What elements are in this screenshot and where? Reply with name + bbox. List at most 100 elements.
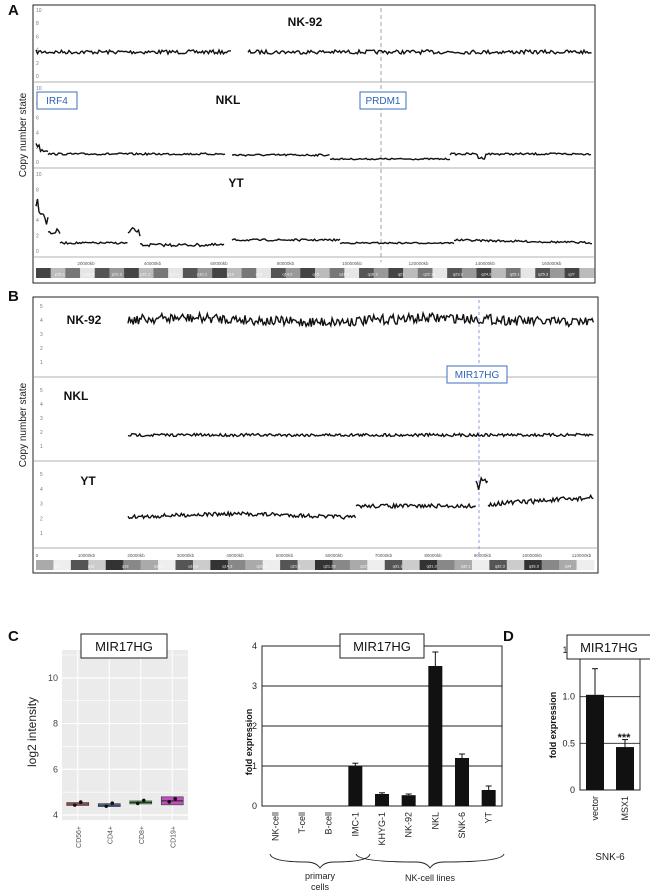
nk-cell-lines-label: NK-cell lines <box>405 873 456 883</box>
band-label: q13 <box>256 272 263 277</box>
x-tick-label: 40000kb <box>144 261 162 266</box>
ideogram-band <box>315 560 333 570</box>
y-tick-label: 3 <box>40 332 43 338</box>
band-label: q13 <box>122 564 129 569</box>
x-tick-label: 70000kb <box>375 553 393 558</box>
band-label: q34 <box>565 564 572 569</box>
ideogram-band <box>524 560 542 570</box>
y-tick-label: 0.5 <box>562 738 575 748</box>
band-label: q21.1 <box>256 564 267 569</box>
x-tick-label: NK-92 <box>404 812 414 838</box>
x-tick-label: 140000kb <box>475 261 495 266</box>
band-label: q12 <box>227 272 234 277</box>
band-label: p22.3 <box>112 272 123 277</box>
ideogram-band <box>212 268 228 278</box>
ideogram-band <box>506 560 525 570</box>
ideogram-band <box>373 268 389 278</box>
yt-copy-number-trace <box>47 227 61 235</box>
panel-c-box-plot: 4 6 8 10 CD56+ CD4+ CD8+ CD19+ MIR17HG log2 in… <box>25 633 188 848</box>
band-label: q22 <box>360 564 367 569</box>
x-tick-label: 20000kb <box>127 553 145 558</box>
band-label: q21.2 <box>290 564 301 569</box>
ideogram-band <box>297 560 316 570</box>
ideogram-band <box>329 268 345 278</box>
x-tick-label: 20000kb <box>77 261 95 266</box>
y-tick-label: 5 <box>40 388 43 394</box>
nk92-copy-number-trace <box>127 310 595 329</box>
y-tick-label: 0 <box>36 249 39 255</box>
mir17hg-marker-box <box>446 365 508 384</box>
band-label: q32.1 <box>461 564 472 569</box>
band-label: q16.1 <box>339 272 350 277</box>
yt-copy-number-trace <box>355 501 477 510</box>
y-tick-label: 1 <box>252 761 257 771</box>
ideogram-band <box>520 268 536 278</box>
y-tick-label: 2 <box>252 721 257 731</box>
x-tick-label: KHYG-1 <box>377 812 387 846</box>
ideogram-band <box>461 268 477 278</box>
data-point <box>173 797 178 801</box>
x-tick-label: CD56+ <box>76 826 83 848</box>
y-tick-label: 5 <box>40 472 43 478</box>
y-tick-label: 5 <box>40 304 43 310</box>
nkl-copy-number-trace <box>35 143 49 153</box>
panel-c-y-axis-label: log2 intensity <box>25 697 39 767</box>
y-tick-label: 2 <box>36 234 39 240</box>
ideogram-band <box>403 268 419 278</box>
yt-copy-number-trace <box>127 510 357 520</box>
bar-IMC-1 <box>348 766 363 806</box>
panel-a-copy-number-plot: 108642010864201086420 20000kb40000kb6000… <box>18 4 596 284</box>
y-tick-label: 1 <box>40 531 43 537</box>
panel-b-letter: B <box>8 288 19 305</box>
x-tick-label: 30000kb <box>177 553 195 558</box>
panel-b-y-axis-label: Copy number state <box>18 382 29 467</box>
x-tick-label: 10000kb <box>78 553 96 558</box>
ideogram-band <box>153 268 169 278</box>
band-label: p23.3 <box>83 272 94 277</box>
ideogram-band <box>359 268 375 278</box>
ideogram-band <box>168 268 184 278</box>
ideogram-band <box>384 560 403 570</box>
band-label: q31.1 <box>393 564 404 569</box>
ideogram-band <box>50 268 66 278</box>
ideogram-band <box>576 560 595 570</box>
band-label: q14.1 <box>154 564 165 569</box>
irf4-marker-box <box>36 91 78 110</box>
primary-cells-label-line1: primary <box>305 871 336 881</box>
y-tick-label: 2 <box>36 61 39 67</box>
panel-a-letter: A <box>8 2 19 19</box>
panel-b-copy-number-plot: 5 4 3 2 1 5 4 3 2 1 5 4 3 2 1 0 10000kb 20000kb 30000kb 40… <box>18 296 599 574</box>
ideogram-band <box>419 560 438 570</box>
nkl-copy-number-trace <box>449 151 592 160</box>
panel-b-track-label-yt: YT <box>80 474 96 488</box>
ideogram-band <box>349 560 368 570</box>
ideogram-band <box>124 268 140 278</box>
x-tick-label: MSX1 <box>620 796 630 821</box>
nkl-copy-number-trace <box>47 151 226 157</box>
ideogram-band <box>300 268 316 278</box>
panel-c-bar-title: MIR17HG <box>353 639 411 654</box>
ideogram-band <box>256 268 272 278</box>
yt-copy-number-trace <box>140 242 225 248</box>
y-tick-label: 10 <box>36 172 42 178</box>
band-label: q32.3 <box>495 564 506 569</box>
ideogram-band <box>262 560 281 570</box>
x-tick-label: SNK-6 <box>457 812 467 839</box>
panel-d-title: MIR17HG <box>580 640 638 655</box>
y-tick-label: 8 <box>53 719 58 729</box>
ideogram-band <box>564 268 580 278</box>
ideogram-band <box>447 268 463 278</box>
y-tick-label: 1 <box>40 360 43 366</box>
panel-d-title-box <box>566 634 650 660</box>
band-label: q21 <box>398 272 405 277</box>
y-tick-label: 4 <box>40 318 43 324</box>
ideogram-band <box>36 268 51 278</box>
x-tick-label: T-cell <box>297 812 307 834</box>
ideogram-band <box>417 268 433 278</box>
bar-NK-92 <box>401 795 416 806</box>
ideogram-band <box>489 560 508 570</box>
ideogram-band <box>210 560 229 570</box>
yt-copy-number-trace <box>59 240 128 245</box>
nk92-copy-number-trace <box>247 48 592 56</box>
